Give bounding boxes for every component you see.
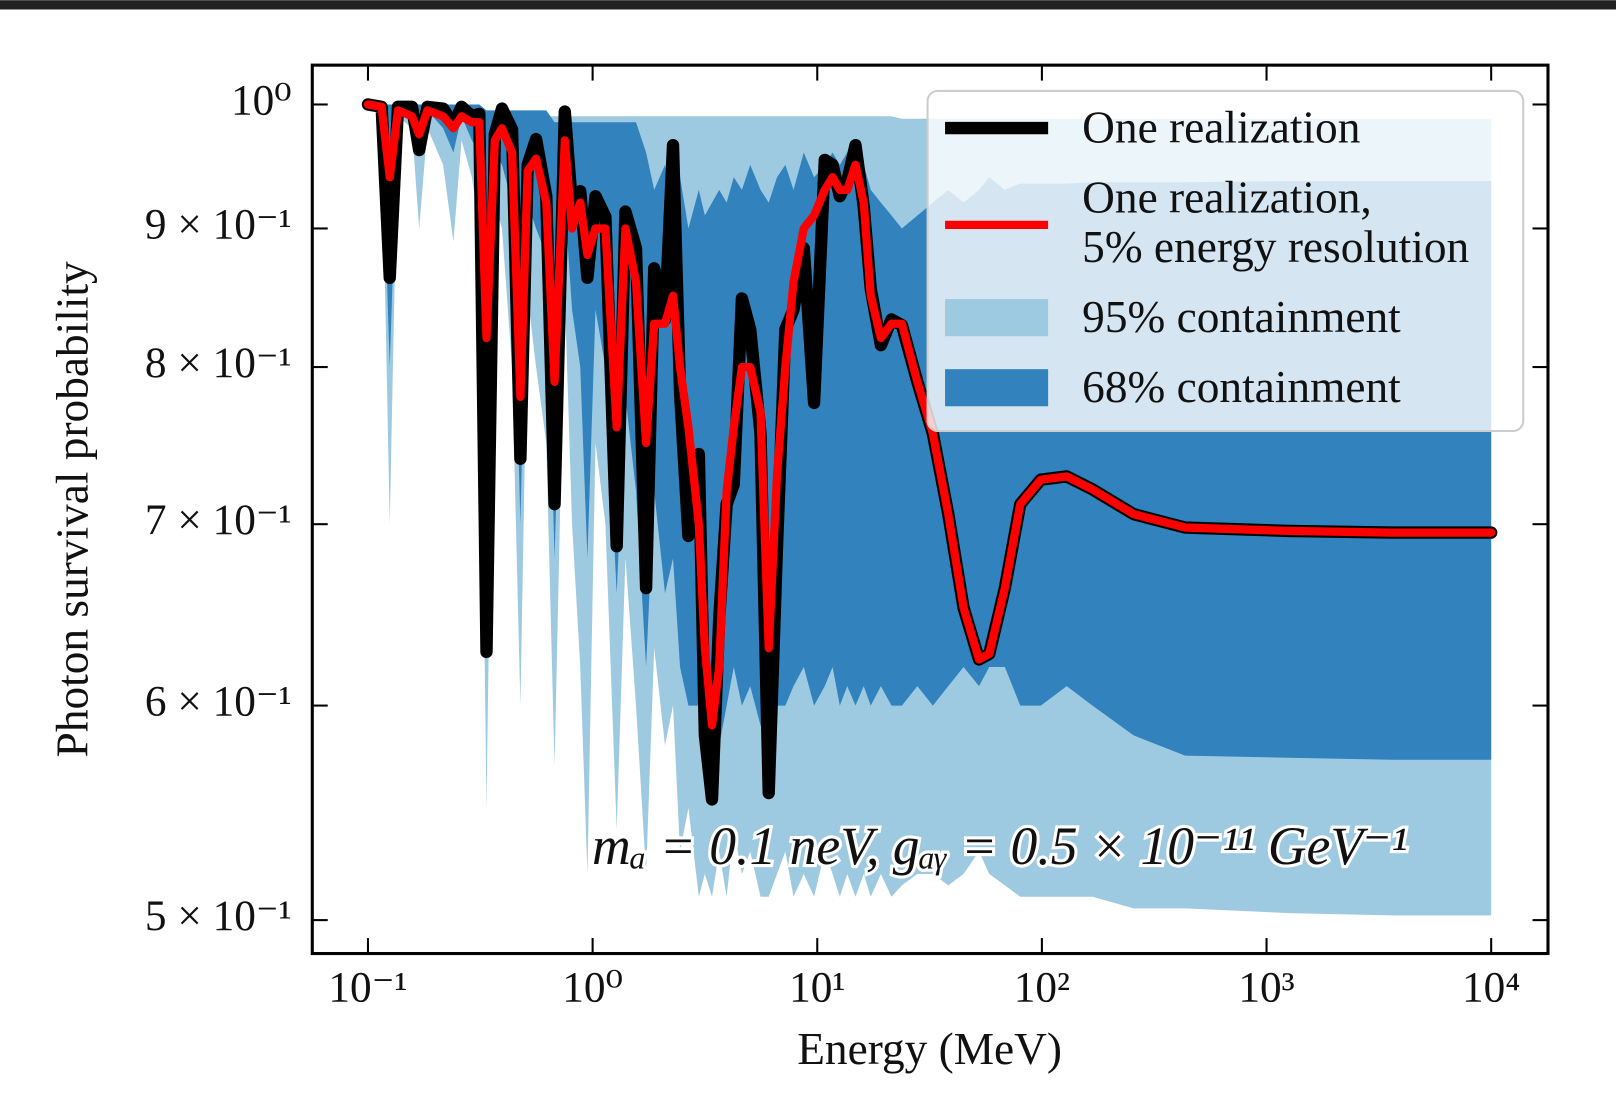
y-tick-label: 7 × 10⁻¹ [145, 496, 292, 544]
legend-swatch [945, 299, 1049, 337]
x-axis-label: Energy (MeV) [797, 1024, 1062, 1074]
x-tick-label: 10⁰ [562, 964, 623, 1012]
legend-box [926, 89, 1525, 433]
plot-frame [310, 63, 1550, 956]
legend-label: 95% containment [1082, 292, 1401, 343]
series-line [363, 100, 1496, 730]
x-tick-label: 10⁻¹ [328, 964, 407, 1012]
legend-text: 68% containment [1082, 362, 1401, 413]
x-tick-label: 10¹ [789, 964, 845, 1012]
x-tick-label: 10³ [1238, 964, 1294, 1012]
x-tick-label: 10² [1014, 964, 1070, 1012]
y-tick-label: 5 × 10⁻¹ [145, 892, 292, 940]
legend: One realization One realization, 5% energ… [945, 103, 1470, 413]
legend-text: One realization, 5% energy resolution [1082, 173, 1470, 273]
top-strip [0, 0, 1616, 10]
legend-label: 68% containment [1082, 362, 1401, 413]
legend-text: 95% containment [1082, 292, 1401, 343]
y-tick-label: 9 × 10⁻¹ [145, 200, 292, 248]
axes: 10⁻¹ 10⁰ 10¹ 10² 10³ 10⁴ 5 × 10⁻¹ 6 × 10⁻¹ 7 × 1… [145, 63, 1550, 1012]
y-tick-label: 6 × 10⁻¹ [145, 678, 292, 726]
legend-label: One realization, 5% energy resolution [1082, 173, 1470, 273]
x-tick-label: 10⁴ [1462, 964, 1520, 1012]
y-tick-label: 10⁰ [231, 76, 292, 124]
y-axis-label: Photon survival probability [48, 261, 98, 757]
legend-text: One realization [1082, 103, 1361, 153]
legend-label: One realization [1082, 103, 1361, 153]
y-tick-label: 8 × 10⁻¹ [145, 339, 292, 387]
legend-swatch [945, 369, 1049, 407]
annotation: mₐ = 0.1 neV, gₐᵧ = 0.5 × 10⁻¹¹ GeV⁻¹ [592, 816, 1407, 876]
